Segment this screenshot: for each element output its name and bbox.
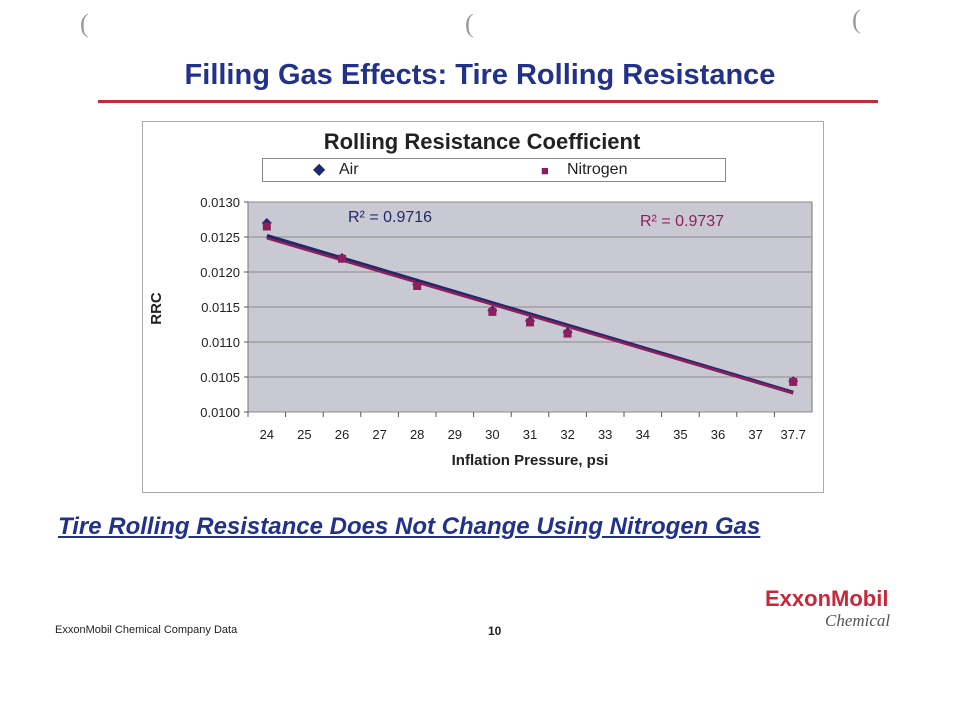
y-tick-label: 0.0115	[201, 300, 240, 315]
scan-mark: (	[852, 5, 861, 34]
x-tick-label: 29	[448, 427, 462, 442]
footer-text: ExxonMobil Chemical Company Data	[55, 624, 238, 636]
x-tick-label: 36	[711, 427, 725, 442]
r2-label-air: R² = 0.9716	[348, 209, 432, 226]
chart-title: Rolling Resistance Coefficient	[323, 129, 641, 154]
x-tick-label: 25	[297, 427, 311, 442]
x-tick-label: 32	[560, 427, 574, 442]
data-point-nitrogen	[262, 222, 271, 231]
tagline: Tire Rolling Resistance Does Not Change …	[58, 513, 761, 540]
r2-label-nitrogen: R² = 0.9737	[640, 213, 724, 230]
y-tick-label: 0.0105	[200, 370, 240, 385]
x-tick-label: 26	[335, 427, 349, 442]
trendline-nitrogen	[266, 236, 794, 395]
square-marker-icon: ■	[541, 163, 549, 178]
data-point-nitrogen	[526, 318, 534, 327]
slide-title: Filling Gas Effects: Tire Rolling Resist…	[184, 59, 776, 91]
y-tick-label: 0.0130	[200, 195, 240, 210]
scan-mark: (	[80, 9, 89, 38]
y-tick-label: 0.0100	[200, 405, 240, 420]
y-tick-label: 0.0110	[201, 335, 240, 350]
x-axis-label: Inflation Pressure, psi	[451, 452, 609, 469]
title-underline	[98, 100, 878, 103]
data-point-nitrogen	[563, 329, 572, 338]
legend-air: Air	[339, 161, 359, 178]
x-tick-label: 31	[523, 427, 537, 442]
data-point-nitrogen	[789, 377, 798, 386]
page-number: 10	[488, 624, 502, 638]
scan-mark: (	[465, 9, 474, 38]
x-tick-label: 33	[598, 427, 612, 442]
data-point-nitrogen	[338, 254, 346, 263]
logo-subtitle: Chemical	[825, 611, 891, 630]
data-point-nitrogen	[413, 282, 422, 290]
y-tick-label: 0.0120	[200, 265, 240, 280]
legend-nitrogen: Nitrogen	[567, 161, 628, 178]
x-tick-label: 24	[260, 427, 274, 442]
y-tick-label: 0.0125	[200, 230, 240, 245]
x-tick-label: 35	[673, 427, 687, 442]
x-tick-label: 30	[485, 427, 499, 442]
x-tick-label: 37.7	[781, 427, 806, 442]
data-point-nitrogen	[488, 307, 497, 316]
x-tick-label: 28	[410, 427, 424, 442]
chart-legend: ◆ Air ■ Nitrogen	[262, 158, 726, 182]
diamond-marker-icon: ◆	[313, 161, 326, 178]
x-tick-label: 27	[372, 427, 386, 442]
x-tick-label: 37	[748, 427, 762, 442]
x-tick-label: 34	[636, 427, 650, 442]
exxonmobil-logo: ExxonMobil	[765, 586, 889, 611]
